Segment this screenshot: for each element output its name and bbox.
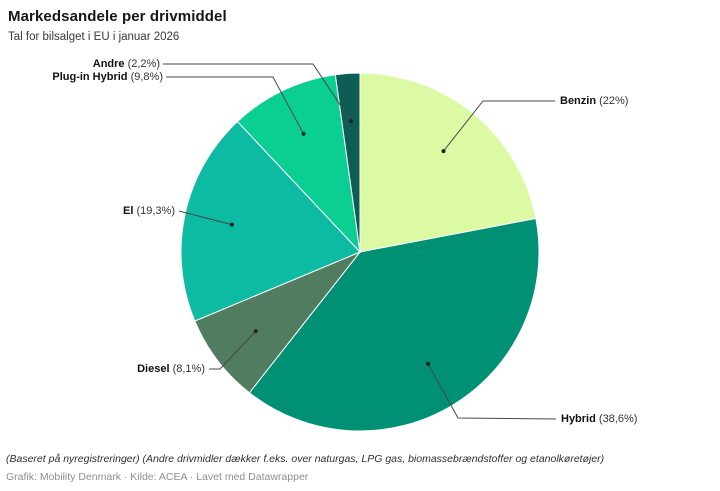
chart-subtitle: Tal for bilsalget i EU i januar 2026 [8, 31, 180, 43]
leader-line-diesel [209, 330, 257, 370]
leader-dot-plug-in-hybrid [301, 131, 306, 136]
leader-dot-diesel [253, 329, 258, 334]
leader-line-andre [163, 63, 352, 122]
pie-slice-el[interactable] [180, 120, 361, 322]
footnote-text: (Baseret på nyregistreringer) (Andre dri… [6, 453, 605, 465]
credits-text: Grafik: Mobility Denmark · Kilde: ACEA ·… [6, 471, 309, 483]
pie-slice-hybrid[interactable] [248, 217, 540, 432]
leader-dot-benzin [441, 149, 446, 154]
pie-slice-plug-in-hybrid[interactable] [236, 74, 361, 254]
pie-slice-diesel[interactable] [194, 250, 362, 394]
leader-line-plug-in-hybrid [166, 76, 304, 135]
pie-slice-andre[interactable] [334, 72, 361, 253]
leader-line-el [178, 210, 233, 226]
leader-dot-el [229, 222, 234, 227]
pie-slice-benzin[interactable] [359, 72, 537, 253]
chart-title: Markedsandele per drivmiddel [8, 8, 227, 25]
leader-dot-hybrid [426, 361, 431, 366]
leader-line-benzin [443, 100, 555, 152]
leader-dot-andre [349, 119, 353, 124]
leader-line-hybrid [427, 363, 557, 420]
